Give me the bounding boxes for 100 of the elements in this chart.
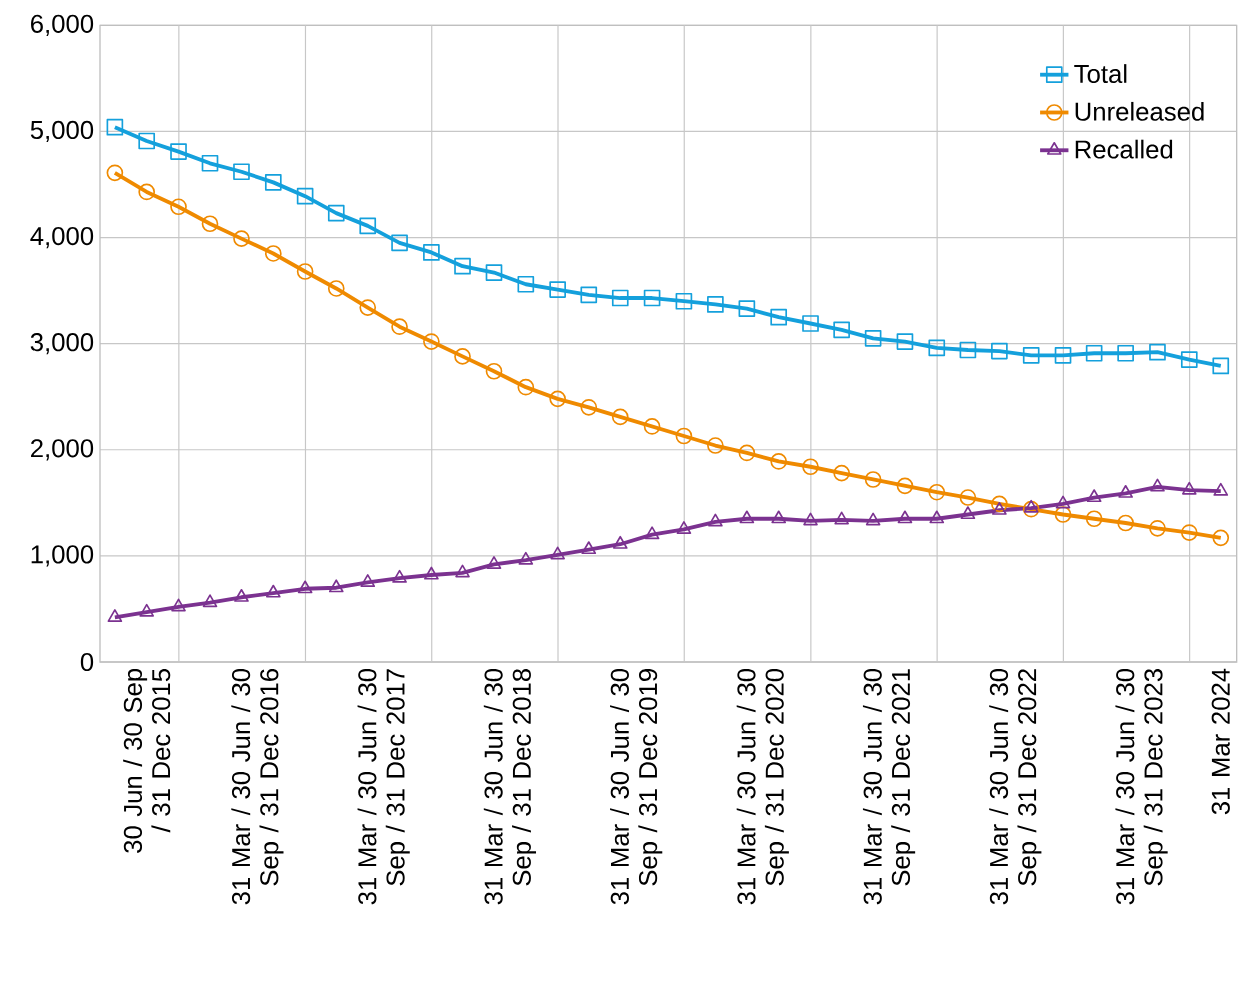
point	[803, 512, 818, 526]
x-tick-label: 31 Mar / 30 Jun / 30 Sep / 31 Dec 2021	[862, 668, 916, 905]
x-tick-label: 31 Mar 2024	[1211, 668, 1230, 815]
point	[802, 458, 819, 476]
point	[454, 257, 471, 275]
point	[328, 579, 344, 593]
point	[1149, 519, 1166, 537]
point	[1023, 499, 1039, 513]
point	[455, 564, 470, 578]
point	[959, 489, 977, 506]
point	[518, 551, 534, 565]
point	[264, 174, 282, 191]
y-tick-label: 0	[80, 652, 94, 672]
point	[1054, 346, 1072, 364]
point	[1085, 510, 1103, 528]
x-tick-label: 31 Mar / 30 Jun / 30 Sep / 31 Dec 2019	[610, 668, 663, 905]
x-tick-label: 30 Jun / 30 Sep / 31 Dec 2015	[123, 668, 171, 853]
point	[929, 510, 945, 524]
point	[359, 217, 377, 235]
point	[1181, 481, 1197, 495]
point	[171, 598, 186, 612]
point	[423, 333, 440, 350]
point	[864, 330, 882, 347]
point	[106, 118, 124, 136]
point	[1213, 482, 1229, 496]
point	[676, 521, 692, 534]
point	[612, 535, 628, 549]
point	[201, 154, 219, 172]
point	[991, 495, 1008, 513]
point	[1055, 495, 1071, 509]
point	[327, 280, 345, 297]
point	[424, 566, 439, 580]
point	[170, 143, 187, 160]
x-tick-label: 31 Mar / 30 Jun / 30 Sep / 31 Dec 2023	[1115, 668, 1168, 905]
point	[138, 183, 156, 201]
point	[550, 546, 565, 560]
x-tick-label: 31 Mar / 30 Jun / 30 Sep / 31 Dec 2020	[736, 668, 789, 905]
point	[485, 362, 503, 380]
point	[802, 315, 819, 332]
point	[391, 234, 408, 252]
point	[392, 569, 407, 583]
point	[928, 483, 946, 501]
legend-label: Unreleased	[1075, 101, 1204, 121]
point	[580, 398, 598, 416]
point	[296, 263, 314, 280]
x-tick-label: 31 Mar / 30 Jun / 30 Sep / 31 Dec 2016	[231, 668, 284, 905]
legend-label: Total	[1074, 64, 1127, 84]
point	[517, 275, 535, 293]
point	[738, 444, 756, 462]
point	[139, 603, 155, 617]
point	[708, 513, 723, 527]
point	[486, 556, 502, 569]
point	[959, 341, 977, 359]
point	[1180, 524, 1198, 541]
point	[833, 464, 850, 482]
point	[138, 132, 156, 150]
point	[864, 471, 882, 488]
y-tick-label: 4,000	[30, 226, 94, 249]
point	[865, 512, 881, 526]
y-tick-label: 6,000	[31, 14, 94, 36]
point	[233, 163, 250, 181]
y-tick-label: 2,000	[31, 439, 94, 461]
point	[992, 501, 1007, 515]
point	[643, 418, 661, 435]
x-tick-label: 31 Mar / 30 Jun / 30 Sep / 31 Dec 2018	[483, 668, 537, 905]
point	[770, 308, 788, 326]
point	[1180, 351, 1198, 368]
point	[1022, 500, 1040, 518]
point	[423, 244, 440, 261]
point	[265, 584, 281, 598]
point	[201, 215, 219, 233]
point	[264, 245, 282, 262]
point	[1085, 344, 1103, 362]
point	[611, 408, 629, 426]
point	[1212, 357, 1230, 375]
point	[928, 339, 946, 357]
y-tick-label: 5,000	[30, 120, 94, 143]
point	[580, 286, 598, 304]
point	[1149, 343, 1166, 361]
y-tick-label: 1,000	[31, 545, 94, 567]
point	[896, 477, 914, 495]
point	[896, 333, 914, 350]
point	[1118, 484, 1133, 498]
y-tick-label: 3,000	[30, 333, 94, 355]
point	[234, 588, 249, 602]
point	[106, 164, 124, 182]
point	[1117, 344, 1134, 362]
point	[834, 511, 849, 525]
point	[897, 510, 913, 524]
x-tick-label: 31 Mar / 30 Jun / 30 Sep / 31 Dec 2022	[989, 668, 1042, 905]
point	[771, 510, 787, 524]
point	[960, 506, 976, 520]
point	[707, 437, 724, 454]
point	[1086, 489, 1102, 503]
point	[991, 342, 1008, 360]
point	[1212, 529, 1230, 547]
point	[675, 427, 693, 445]
point	[517, 378, 535, 396]
point	[549, 390, 566, 408]
point	[233, 230, 250, 247]
